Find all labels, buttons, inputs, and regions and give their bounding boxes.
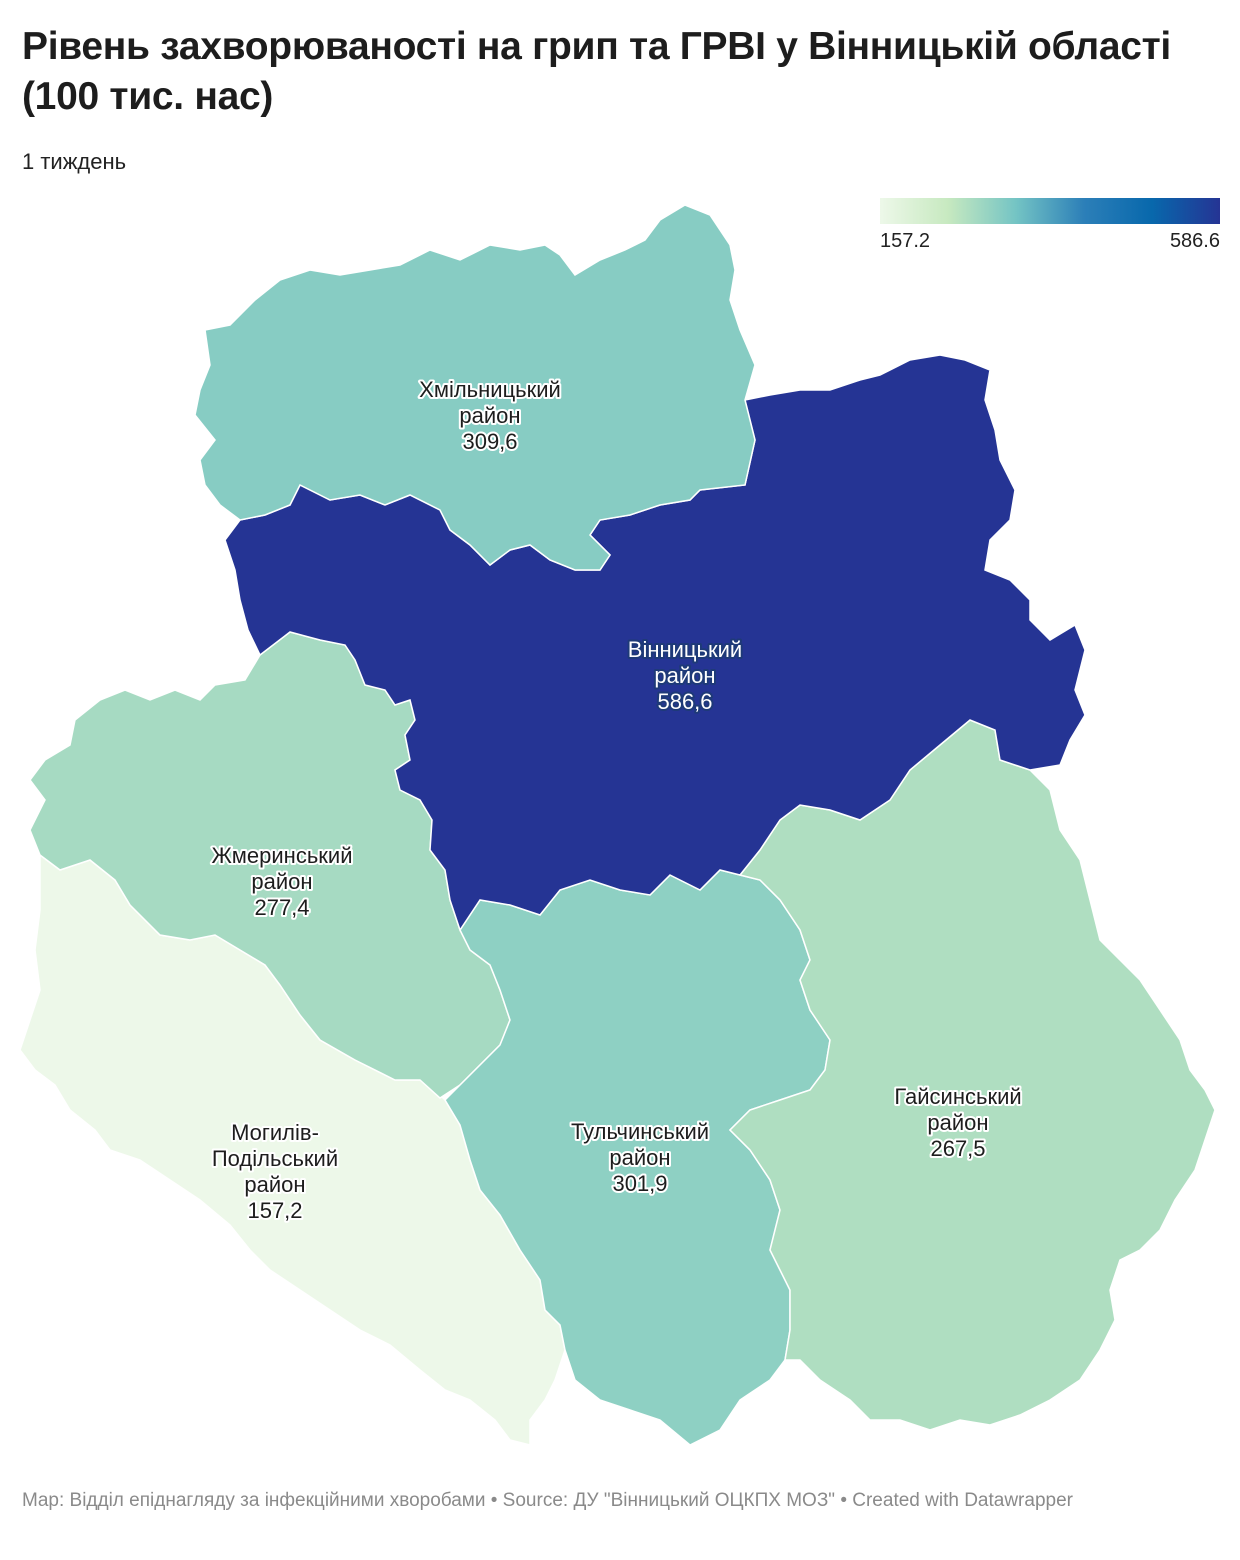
region-khmilnyk[interactable] xyxy=(194,204,756,571)
region-value-label: 157,2 xyxy=(247,1198,302,1223)
chart-subtitle: 1 тиждень xyxy=(22,149,127,174)
region-name-label: район xyxy=(459,403,520,428)
region-name-label: район xyxy=(609,1145,670,1170)
region-name-label: Подільський xyxy=(212,1146,338,1171)
source-footer: Map: Відділ епіднагляду за інфекційними … xyxy=(22,1490,1073,1511)
region-name-label: Хмільницький xyxy=(419,377,561,402)
color-legend: 157.2 586.6 xyxy=(880,198,1220,258)
region-name-label: район xyxy=(654,663,715,688)
region-name-label: Жмеринський xyxy=(211,843,352,868)
region-name-label: район xyxy=(244,1172,305,1197)
legend-max-label: 586.6 xyxy=(1169,230,1220,252)
region-name-label: район xyxy=(927,1110,988,1135)
region-value-label: 309,6 xyxy=(462,429,517,454)
region-name-label: район xyxy=(251,869,312,894)
legend-gradient-bar xyxy=(880,198,1220,224)
region-labels: Хмільницькийрайон309,6Вінницькийрайон586… xyxy=(209,375,1023,1225)
region-name-label: Гайсинський xyxy=(894,1084,1021,1109)
region-name-label: Могилів- xyxy=(231,1120,319,1145)
region-value-label: 301,9 xyxy=(612,1171,667,1196)
region-value-label: 267,5 xyxy=(930,1136,985,1161)
region-value-label: 277,4 xyxy=(254,895,309,920)
region-value-label: 586,6 xyxy=(657,689,712,714)
region-name-label: Вінницький xyxy=(628,637,742,662)
region-name-label: Тульчинський xyxy=(571,1119,709,1144)
legend-min-label: 157.2 xyxy=(880,230,931,252)
chart-title: Рівень захворюваності на грип та ГРВІ у … xyxy=(22,25,1171,118)
